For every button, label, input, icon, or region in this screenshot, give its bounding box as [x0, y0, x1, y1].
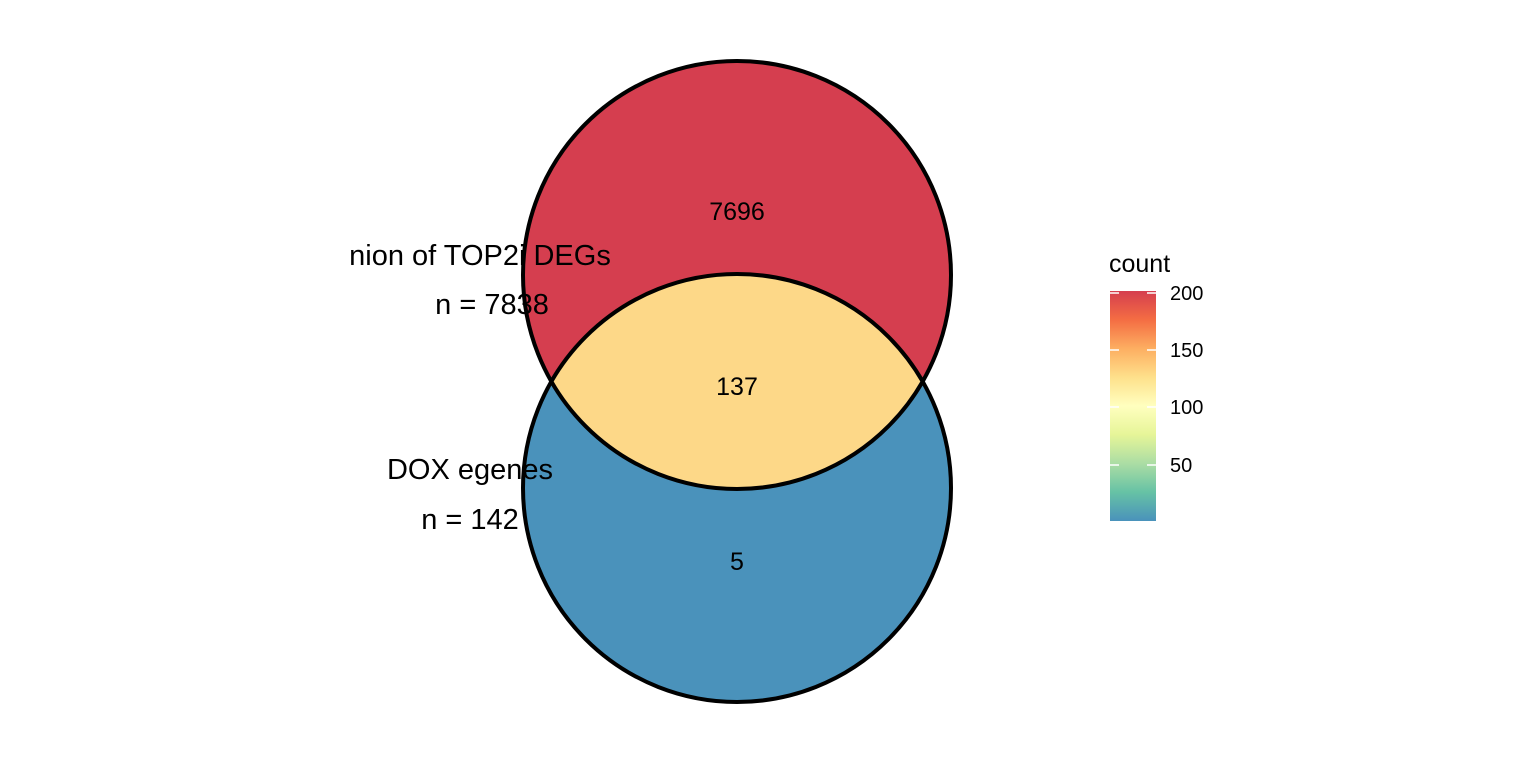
set-bottom-label: DOX egenes: [387, 454, 553, 486]
set-top-outline: [521, 59, 953, 491]
legend-colorbar: [1110, 291, 1156, 521]
legend-tick-label: 150: [1170, 340, 1203, 362]
set-bottom-count: n = 142: [421, 504, 519, 536]
legend-tick-label: 200: [1170, 283, 1203, 305]
set-top-count: n = 7838: [435, 289, 549, 321]
legend-title: count: [1109, 250, 1170, 278]
legend-tick-label: 100: [1170, 397, 1203, 419]
region-count-intersection: 137: [716, 373, 758, 401]
set-top-label: nion of TOP2i DEGs: [349, 240, 611, 272]
region-count-bottom-only: 5: [730, 548, 744, 576]
color-legend: count 200 150 100 50: [1109, 250, 1203, 521]
region-count-top-only: 7696: [709, 198, 765, 226]
legend-tick-label: 50: [1170, 455, 1192, 477]
set-bottom-outline: [521, 272, 953, 704]
